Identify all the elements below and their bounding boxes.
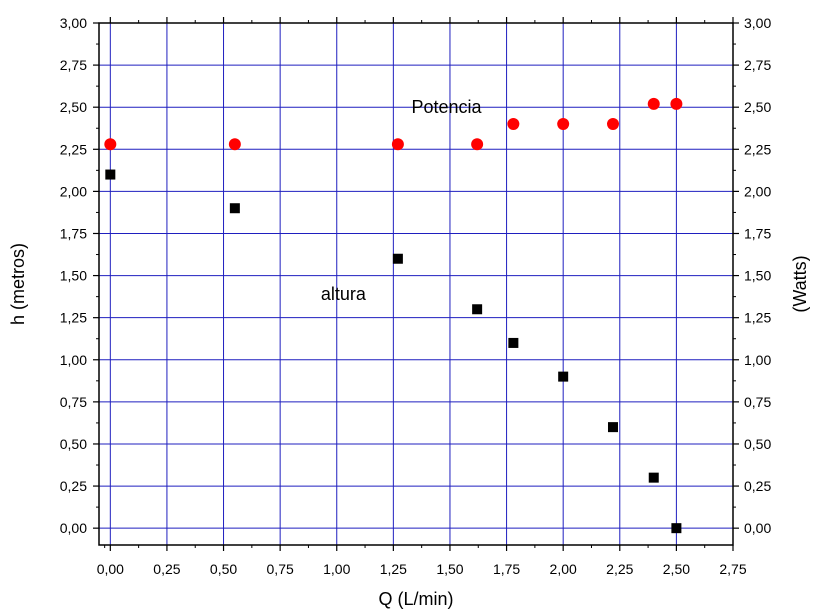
y-tick-label: 0,50 bbox=[60, 436, 87, 452]
potencia-point bbox=[670, 97, 683, 110]
x-tick-label: 0,50 bbox=[210, 561, 237, 577]
y-tick-label: 0,25 bbox=[60, 478, 87, 494]
altura-point bbox=[105, 169, 116, 180]
plot-frame bbox=[98, 22, 734, 546]
y-tick-label: 2,25 bbox=[60, 141, 87, 157]
annotation-label: Potencia bbox=[411, 97, 482, 117]
y2-tick-label: 1,50 bbox=[744, 268, 771, 284]
y2-tick-label: 1,25 bbox=[744, 310, 771, 326]
x-tick-label: 0,00 bbox=[97, 561, 124, 577]
data-marks bbox=[104, 97, 683, 534]
y-tick-label: 0,00 bbox=[60, 520, 87, 536]
x-tick-label: 2,50 bbox=[663, 561, 690, 577]
x-tick-label: 1,00 bbox=[323, 561, 350, 577]
y-axis-title: h (metros) bbox=[8, 243, 28, 325]
y2-tick-label: 3,00 bbox=[744, 15, 771, 31]
potencia-point bbox=[606, 118, 619, 131]
y2-tick-label: 2,00 bbox=[744, 183, 771, 199]
x-tick-label: 2,25 bbox=[606, 561, 633, 577]
y2-tick-label: 0,75 bbox=[744, 394, 771, 410]
y-tick-label: 1,25 bbox=[60, 310, 87, 326]
altura-point bbox=[229, 203, 240, 214]
potencia-point bbox=[391, 138, 404, 151]
y2-tick-label: 1,75 bbox=[744, 225, 771, 241]
y2-tick-label: 2,75 bbox=[744, 57, 771, 73]
y2-tick-label: 0,00 bbox=[744, 520, 771, 536]
y-tick-label: 1,50 bbox=[60, 268, 87, 284]
altura-point bbox=[558, 371, 569, 382]
potencia-point bbox=[557, 118, 570, 131]
altura-point bbox=[508, 337, 519, 348]
y2-tick-label: 0,25 bbox=[744, 478, 771, 494]
potencia-point bbox=[104, 138, 117, 151]
y-tick-label: 1,00 bbox=[60, 352, 87, 368]
y2-axis-title: (Watts) bbox=[790, 255, 810, 312]
x-tick-label: 1,50 bbox=[436, 561, 463, 577]
y-tick-label: 2,50 bbox=[60, 99, 87, 115]
potencia-point bbox=[647, 97, 660, 110]
altura-point bbox=[392, 253, 403, 264]
x-tick-label: 2,00 bbox=[550, 561, 577, 577]
y2-tick-label: 2,25 bbox=[744, 141, 771, 157]
x-tick-label: 0,75 bbox=[267, 561, 294, 577]
altura-point bbox=[648, 472, 659, 483]
x-tick-label: 1,25 bbox=[380, 561, 407, 577]
potencia-point bbox=[507, 118, 520, 131]
annotations: Potencia altura bbox=[321, 97, 483, 304]
y2-tick-label: 0,50 bbox=[744, 436, 771, 452]
x-tick-label: 2,75 bbox=[719, 561, 746, 577]
altura-point bbox=[607, 422, 618, 433]
y2-tick-label: 1,00 bbox=[744, 352, 771, 368]
x-tick-label: 0,25 bbox=[153, 561, 180, 577]
y2-tick-label: 2,50 bbox=[744, 99, 771, 115]
potencia-point bbox=[228, 138, 241, 151]
y-tick-label: 2,00 bbox=[60, 183, 87, 199]
potencia-point bbox=[471, 138, 484, 151]
altura-point bbox=[472, 304, 483, 315]
y-tick-label: 1,75 bbox=[60, 225, 87, 241]
annotation-label: altura bbox=[321, 284, 367, 304]
y-tick-label: 3,00 bbox=[60, 15, 87, 31]
y-tick-label: 0,75 bbox=[60, 394, 87, 410]
x-axis-title: Q (L/min) bbox=[378, 589, 453, 609]
axis-ticks: 0,00 0,25 0,50 0,75 1,00 1,25 1,50 1,75 2,00 2,25… bbox=[60, 15, 772, 577]
altura-point bbox=[671, 523, 682, 534]
y-tick-label: 2,75 bbox=[60, 57, 87, 73]
x-tick-label: 1,75 bbox=[493, 561, 520, 577]
